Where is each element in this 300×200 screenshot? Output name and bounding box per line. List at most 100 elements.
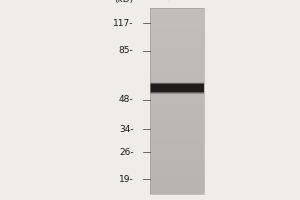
Bar [150, 121, 204, 123]
Bar [150, 66, 204, 68]
Bar [150, 144, 204, 146]
Bar [150, 28, 204, 30]
Bar [150, 79, 204, 81]
Bar [150, 97, 204, 99]
Bar [150, 58, 204, 60]
Bar [150, 62, 204, 64]
Bar [150, 127, 204, 129]
Bar [150, 94, 204, 95]
Bar [150, 136, 204, 138]
Bar [150, 99, 204, 101]
Bar [150, 120, 204, 121]
Bar [150, 118, 204, 120]
Bar [150, 84, 204, 92]
Bar [150, 56, 204, 58]
Bar [150, 166, 204, 168]
Bar [150, 155, 204, 157]
Bar [150, 148, 204, 149]
Bar [150, 116, 204, 118]
Bar [150, 164, 204, 166]
Bar [150, 101, 204, 103]
Bar [150, 53, 204, 54]
Bar [150, 60, 204, 62]
Bar [150, 112, 204, 114]
Bar [150, 168, 204, 170]
Bar [150, 174, 204, 175]
Bar [150, 54, 204, 56]
Bar [150, 23, 204, 25]
Text: 34-: 34- [119, 125, 134, 134]
Text: 48-: 48- [119, 95, 134, 104]
Bar [150, 181, 204, 183]
Bar [150, 157, 204, 159]
Bar [150, 159, 204, 161]
Bar [150, 15, 204, 17]
Bar [150, 12, 204, 14]
Bar [150, 131, 204, 133]
Bar [150, 10, 204, 12]
Bar [150, 146, 204, 148]
Bar [150, 82, 204, 94]
Text: (kD): (kD) [114, 0, 134, 4]
Bar [150, 192, 204, 194]
Text: HepG2: HepG2 [163, 0, 190, 2]
Bar [150, 43, 204, 45]
Bar [150, 38, 204, 40]
Bar [150, 71, 204, 73]
Bar [150, 151, 204, 153]
Bar [150, 187, 204, 188]
Bar [150, 108, 204, 110]
Bar [150, 172, 204, 174]
Bar [150, 8, 204, 194]
Bar [150, 134, 204, 136]
Bar [150, 36, 204, 38]
Bar [150, 69, 204, 71]
Text: 117-: 117- [113, 19, 134, 28]
Bar [150, 19, 204, 21]
Bar [150, 103, 204, 105]
Bar [150, 95, 204, 97]
Bar [150, 153, 204, 155]
Bar [150, 8, 204, 10]
Bar [150, 190, 204, 192]
Bar [150, 149, 204, 151]
Bar [150, 41, 204, 43]
Bar [150, 185, 204, 187]
Bar [150, 105, 204, 107]
Bar [150, 34, 204, 36]
Bar [150, 107, 204, 108]
Bar [150, 21, 204, 23]
Text: 19-: 19- [119, 175, 134, 184]
Bar [150, 142, 204, 144]
Bar [150, 161, 204, 162]
Bar [150, 183, 204, 185]
Bar [150, 129, 204, 131]
Bar [150, 179, 204, 181]
Bar [150, 40, 204, 41]
Bar [150, 162, 204, 164]
Bar [150, 86, 204, 88]
Bar [150, 83, 204, 94]
Bar [150, 110, 204, 112]
Bar [150, 92, 204, 94]
Text: 26-: 26- [119, 148, 134, 157]
Bar [150, 177, 204, 179]
Bar [150, 90, 204, 92]
Bar [150, 138, 204, 140]
Bar [150, 77, 204, 79]
Bar [150, 84, 204, 86]
Bar [150, 175, 204, 177]
Bar [150, 73, 204, 75]
Bar [150, 188, 204, 190]
Bar [150, 64, 204, 66]
Bar [150, 47, 204, 49]
Bar [150, 45, 204, 47]
Bar [150, 82, 204, 84]
Bar [150, 81, 204, 82]
Bar [150, 27, 204, 28]
Bar [150, 14, 204, 15]
Bar [150, 125, 204, 127]
Bar [150, 17, 204, 19]
Bar [150, 30, 204, 32]
Bar [150, 25, 204, 27]
